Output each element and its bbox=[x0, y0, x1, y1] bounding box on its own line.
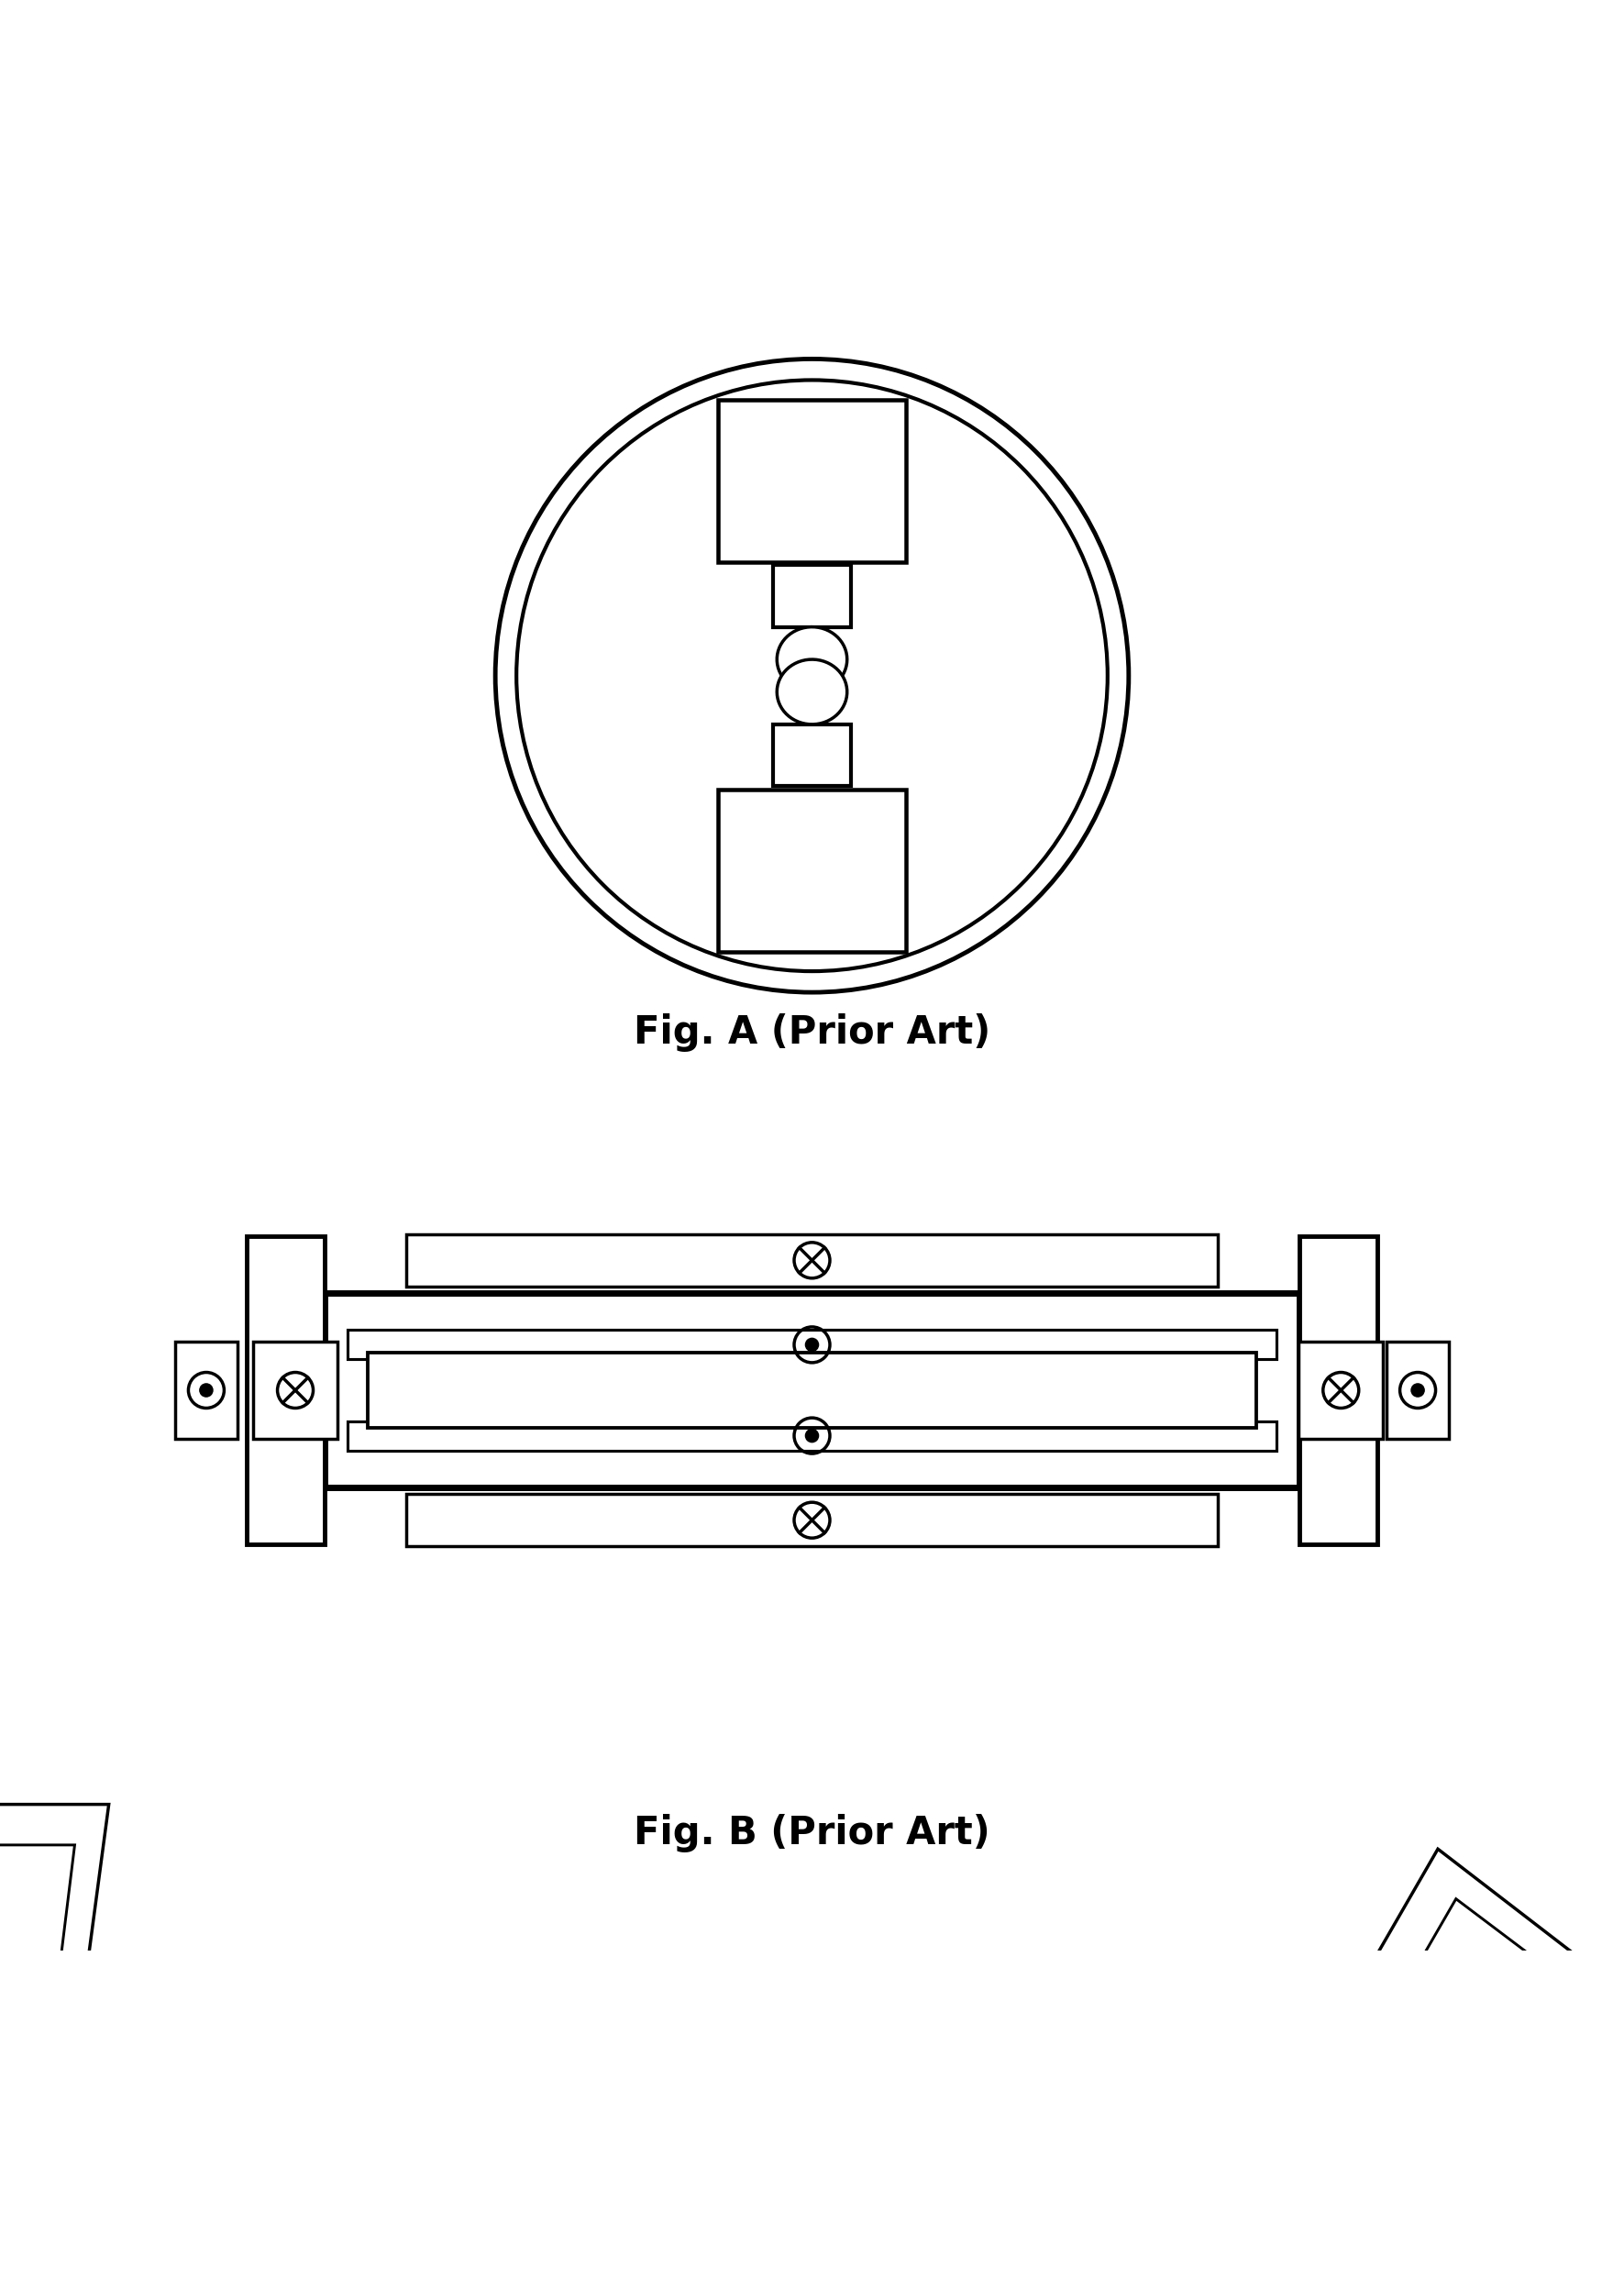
Bar bbox=[406, 1494, 1218, 1546]
Polygon shape bbox=[0, 1803, 109, 2097]
Bar bbox=[1387, 1341, 1449, 1439]
Bar bbox=[247, 1236, 325, 1544]
Bar bbox=[369, 1353, 1257, 1428]
Polygon shape bbox=[718, 398, 906, 562]
Bar bbox=[325, 1293, 1299, 1487]
Polygon shape bbox=[773, 724, 851, 786]
Circle shape bbox=[806, 1339, 818, 1350]
Bar bbox=[1299, 1341, 1384, 1439]
Polygon shape bbox=[776, 660, 848, 724]
Bar bbox=[1299, 1236, 1377, 1544]
Polygon shape bbox=[1348, 1849, 1624, 2184]
Polygon shape bbox=[776, 626, 848, 692]
Polygon shape bbox=[1395, 1899, 1624, 2134]
Text: Fig. A (Prior Art): Fig. A (Prior Art) bbox=[633, 1013, 991, 1052]
Polygon shape bbox=[0, 1844, 75, 2056]
Text: Fig. B (Prior Art): Fig. B (Prior Art) bbox=[633, 1815, 991, 1853]
Circle shape bbox=[200, 1384, 213, 1396]
Circle shape bbox=[1411, 1384, 1424, 1396]
Polygon shape bbox=[718, 790, 906, 952]
Bar bbox=[348, 1330, 1276, 1359]
Bar bbox=[406, 1234, 1218, 1287]
Bar bbox=[175, 1341, 237, 1439]
Circle shape bbox=[806, 1430, 818, 1441]
Bar bbox=[348, 1421, 1276, 1450]
Polygon shape bbox=[773, 565, 851, 626]
Bar bbox=[253, 1341, 338, 1439]
